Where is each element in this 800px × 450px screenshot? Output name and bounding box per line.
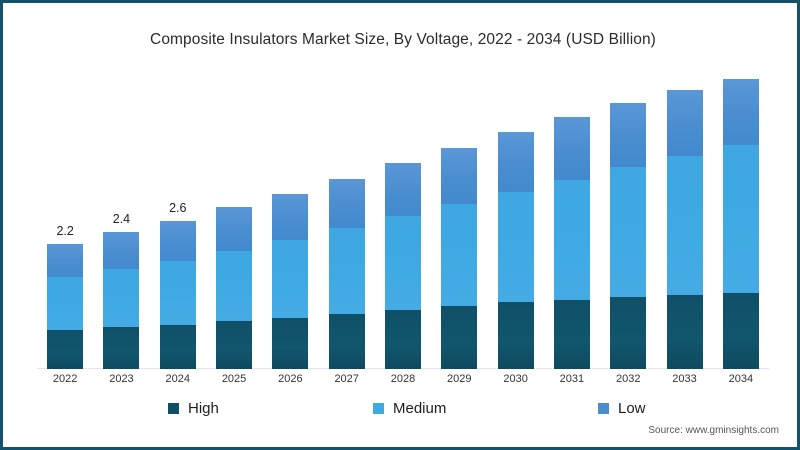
bar-group-2030[interactable]: 2030 bbox=[488, 73, 544, 385]
bar-segment-high[interactable] bbox=[553, 299, 590, 369]
bar-segment-medium[interactable] bbox=[610, 166, 647, 298]
stacked-bar[interactable] bbox=[385, 162, 421, 369]
bar-group-2032[interactable]: 2032 bbox=[600, 73, 656, 385]
stacked-bar[interactable] bbox=[553, 117, 590, 369]
stacked-bar[interactable] bbox=[103, 232, 140, 369]
bar-segment-medium[interactable] bbox=[216, 250, 253, 322]
stacked-bar[interactable] bbox=[666, 89, 703, 369]
bar-segment-low[interactable] bbox=[216, 207, 253, 251]
bar-segment-low[interactable] bbox=[666, 89, 703, 156]
x-tick-label-2034: 2034 bbox=[728, 373, 754, 385]
x-tick-label-2024: 2024 bbox=[165, 373, 190, 385]
bar-segment-high[interactable] bbox=[328, 313, 365, 369]
x-tick-label-2022: 2022 bbox=[52, 373, 78, 385]
bar-segment-high[interactable] bbox=[497, 302, 534, 369]
legend-item-high[interactable]: High bbox=[168, 395, 219, 421]
bar-group-2033[interactable]: 2033 bbox=[657, 73, 713, 385]
stacked-bar[interactable] bbox=[441, 147, 478, 369]
bar-segment-medium[interactable] bbox=[497, 191, 534, 303]
stacked-bar[interactable] bbox=[610, 102, 647, 369]
bar-segment-high[interactable] bbox=[47, 329, 84, 369]
x-tick-label-2033: 2033 bbox=[672, 373, 697, 385]
bar-segment-medium[interactable] bbox=[47, 277, 84, 330]
bar-group-2029[interactable]: 2029 bbox=[431, 73, 487, 385]
x-tick-label-2032: 2032 bbox=[615, 373, 641, 385]
bar-segment-low[interactable] bbox=[328, 178, 365, 229]
bar-group-2022[interactable]: 2.2 2022 bbox=[37, 73, 93, 385]
bar-segment-low[interactable] bbox=[103, 232, 140, 269]
legend-label: Low bbox=[618, 399, 646, 417]
stacked-bar[interactable] bbox=[272, 193, 309, 369]
bar-segment-medium[interactable] bbox=[159, 260, 196, 325]
bar-segment-high[interactable] bbox=[103, 327, 140, 369]
stacked-bar[interactable] bbox=[328, 178, 365, 369]
bar-segment-low[interactable] bbox=[385, 162, 421, 216]
plot-area: 2.2 2022 2.4 2023 2.6 2024 2025 2026 2027 2028 202… bbox=[37, 73, 769, 385]
legend-label: Medium bbox=[393, 399, 447, 417]
bar-segment-high[interactable] bbox=[272, 317, 309, 369]
bar-segment-medium[interactable] bbox=[666, 155, 703, 295]
bar-segment-low[interactable] bbox=[159, 221, 196, 261]
legend-swatch-icon bbox=[373, 402, 384, 414]
x-tick-label-2030: 2030 bbox=[503, 373, 528, 385]
bar-segment-low[interactable] bbox=[610, 102, 647, 167]
bar-segment-high[interactable] bbox=[385, 309, 421, 369]
stacked-bar[interactable] bbox=[497, 132, 534, 369]
legend-label: High bbox=[188, 399, 219, 417]
bar-group-2023[interactable]: 2.4 2023 bbox=[93, 73, 149, 385]
bar-group-2026[interactable]: 2026 bbox=[262, 73, 318, 385]
bar-segment-high[interactable] bbox=[216, 321, 253, 369]
x-tick-label-2028: 2028 bbox=[390, 373, 416, 385]
bar-segment-medium[interactable] bbox=[553, 180, 590, 300]
x-tick-label-2025: 2025 bbox=[221, 373, 247, 385]
legend-item-medium[interactable]: Medium bbox=[373, 395, 446, 421]
x-tick-label-2023: 2023 bbox=[109, 373, 134, 385]
stacked-bar[interactable] bbox=[722, 78, 759, 369]
bar-segment-medium[interactable] bbox=[722, 145, 759, 294]
bar-segment-low[interactable] bbox=[441, 147, 478, 204]
bar-segment-medium[interactable] bbox=[328, 228, 365, 314]
stacked-bar[interactable] bbox=[216, 207, 253, 369]
source-note: Source: www.gminsights.com bbox=[648, 425, 779, 436]
bar-segment-low[interactable] bbox=[497, 132, 534, 192]
bar-group-2025[interactable]: 2025 bbox=[206, 73, 262, 385]
bar-group-2027[interactable]: 2027 bbox=[319, 73, 375, 385]
bar-segment-low[interactable] bbox=[47, 243, 84, 278]
bar-value-label: 2.4 bbox=[112, 212, 131, 227]
x-tick-label-2027: 2027 bbox=[334, 373, 359, 385]
bar-segment-medium[interactable] bbox=[272, 239, 309, 318]
legend-swatch-icon bbox=[168, 402, 179, 414]
bar-segment-low[interactable] bbox=[272, 193, 309, 240]
legend-item-low[interactable]: Low bbox=[598, 395, 646, 421]
chart-legend: High Medium Low bbox=[3, 395, 800, 421]
bar-segment-medium[interactable] bbox=[441, 203, 478, 306]
legend-swatch-icon bbox=[598, 402, 609, 414]
bar-value-label: 2.2 bbox=[56, 223, 74, 238]
bar-segment-high[interactable] bbox=[666, 295, 703, 369]
bar-value-label: 2.6 bbox=[169, 201, 187, 215]
bar-group-2024[interactable]: 2.6 2024 bbox=[150, 73, 206, 385]
bar-segment-low[interactable] bbox=[722, 78, 759, 146]
x-tick-label-2026: 2026 bbox=[278, 373, 303, 385]
bar-segment-high[interactable] bbox=[441, 305, 478, 369]
stacked-bar[interactable] bbox=[159, 221, 196, 369]
bar-segment-medium[interactable] bbox=[385, 215, 421, 310]
bar-group-2031[interactable]: 2031 bbox=[544, 73, 600, 385]
x-tick-label-2029: 2029 bbox=[447, 373, 472, 385]
stacked-bar[interactable] bbox=[47, 243, 84, 369]
bar-segment-medium[interactable] bbox=[103, 268, 140, 328]
bar-segment-high[interactable] bbox=[722, 293, 759, 369]
bar-group-2028[interactable]: 2028 bbox=[375, 73, 431, 385]
page-title: Composite Insulators Market Size, By Vol… bbox=[150, 31, 656, 48]
bar-group-2034[interactable]: 2034 bbox=[713, 73, 769, 385]
x-tick-label-2031: 2031 bbox=[559, 373, 585, 385]
bar-segment-low[interactable] bbox=[553, 117, 590, 181]
bar-segment-high[interactable] bbox=[159, 324, 196, 369]
bar-segment-high[interactable] bbox=[610, 297, 647, 369]
